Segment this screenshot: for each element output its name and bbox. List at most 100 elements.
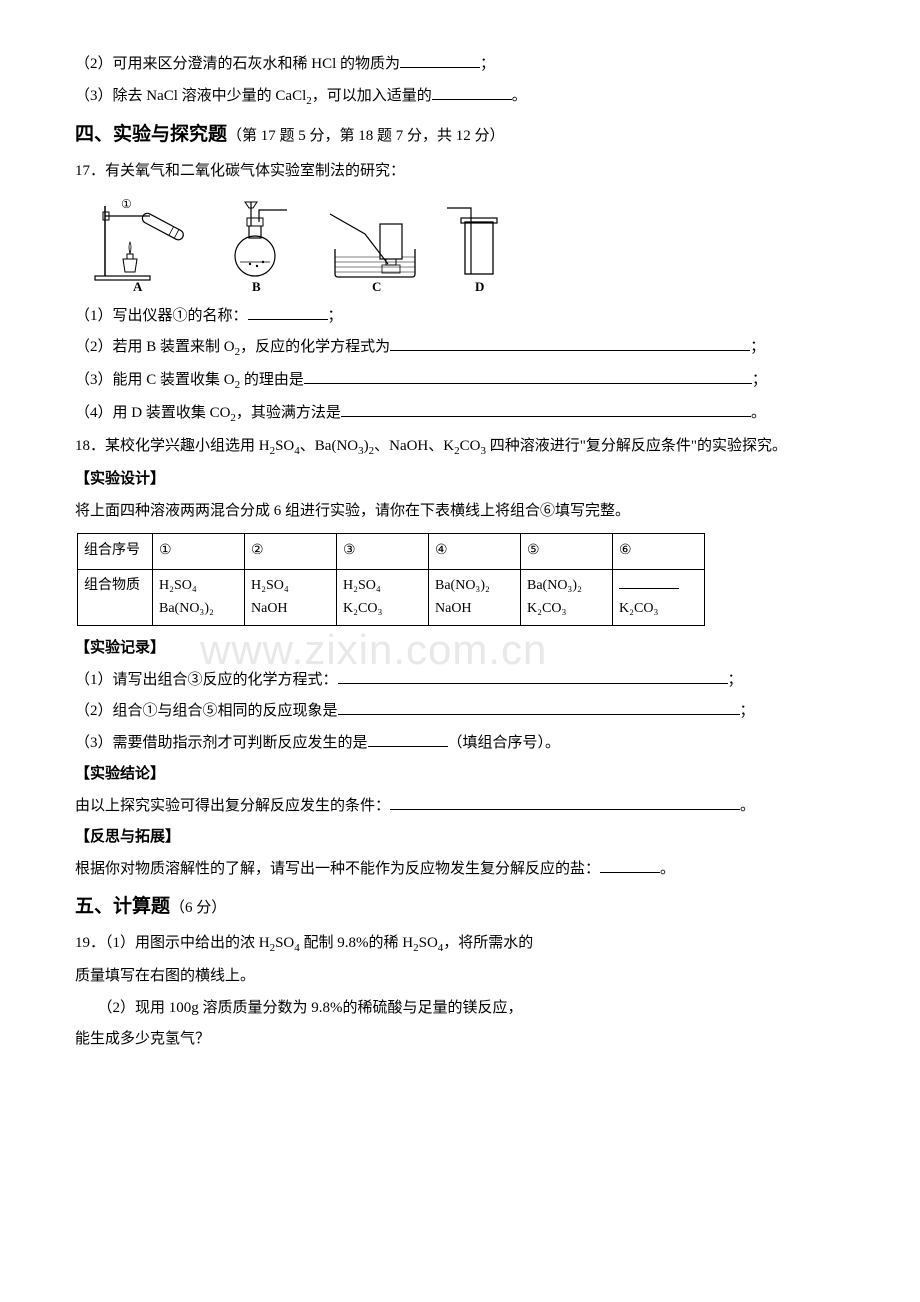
blank [368, 733, 448, 747]
period: 。 [740, 798, 755, 814]
text: 19．（1）用图示中给出的浓 H [75, 935, 270, 951]
q19-2-line2: 能生成多少克氢气？ [75, 1025, 855, 1054]
q-3-text: （3）除去 NaCl 溶液中少量的 CaCl [75, 88, 306, 104]
table-cell: H₂SO₄Ba(NO₃)₂ [153, 569, 245, 626]
table-cell: 组合物质 [78, 569, 153, 626]
semicolon: ； [728, 672, 743, 688]
q-2-line: （2）可用来区分澄清的石灰水和稀 HCl 的物质为 ； [75, 50, 855, 79]
table-cell: ① [153, 534, 245, 570]
table-row: 组合物质 H₂SO₄Ba(NO₃)₂ H₂SO₄NaOH H₂SO₄K₂CO₃ … [78, 569, 705, 626]
text: 根据你对物质溶解性的了解，请写出一种不能作为反应物发生复分解反应的盐： [75, 861, 600, 877]
q17-1-pre: （1）写出仪器①的名称： [75, 308, 248, 324]
exp-design-title: 【实验设计】 [75, 465, 855, 494]
q17-4: （4）用 D 装置收集 CO2，其验满方法是。 [75, 399, 855, 429]
semicolon: ； [480, 56, 495, 72]
q17-3: （3）能用 C 装置收集 O2 的理由是； [75, 366, 855, 396]
t: CO [460, 438, 481, 454]
q17-1: （1）写出仪器①的名称： ； [75, 302, 855, 331]
table-cell: Ba(NO₃)₂K₂CO₃ [521, 569, 613, 626]
exp-rec-3: （3）需要借助指示剂才可判断反应发生的是 （填组合序号）。 [75, 729, 855, 758]
blank [390, 337, 750, 351]
period: 。 [660, 861, 675, 877]
section-4-note: （第 17 题 5 分，第 18 题 7 分，共 12 分） [227, 128, 505, 144]
q17-3-pre: （3）能用 C 装置收集 O [75, 372, 235, 388]
blank [400, 54, 480, 68]
text: （1）请写出组合③反应的化学方程式： [75, 672, 338, 688]
blank [341, 403, 751, 417]
table-cell: K₂CO₃ [613, 569, 705, 626]
q-3-line: （3）除去 NaCl 溶液中少量的 CaCl2，可以加入适量的。 [75, 82, 855, 112]
q17-3-mid: 的理由是 [240, 372, 304, 388]
period: 。 [512, 88, 527, 104]
table-cell: ⑥ [613, 534, 705, 570]
apparatus-d: D [447, 208, 497, 294]
blank [390, 796, 740, 810]
table-header-row: 组合序号 ① ② ③ ④ ⑤ ⑥ [78, 534, 705, 570]
section-4-header: 四、实验与探究题（第 17 题 5 分，第 18 题 7 分，共 12 分） [75, 117, 855, 153]
table-cell: ③ [337, 534, 429, 570]
reflect: 根据你对物质溶解性的了解，请写出一种不能作为反应物发生复分解反应的盐： 。 [75, 855, 855, 884]
q17-4-pre: （4）用 D 装置收集 CO [75, 405, 230, 421]
svg-text:C: C [372, 279, 381, 294]
q17-intro: 17．有关氧气和二氧化碳气体实验室制法的研究： [75, 157, 855, 186]
q17-4-mid: ，其验满方法是 [236, 405, 341, 421]
table-cell: ② [245, 534, 337, 570]
section-4-title: 四、实验与探究题 [75, 124, 227, 145]
blank [432, 86, 512, 100]
text: （2）组合①与组合⑤相同的反应现象是 [75, 703, 338, 719]
apparatus-c: C [330, 214, 415, 294]
q17-2: （2）若用 B 装置来制 O2，反应的化学方程式为； [75, 333, 855, 363]
table-cell: ④ [429, 534, 521, 570]
blank [338, 701, 740, 715]
t: 、NaOH、K [374, 438, 454, 454]
section-5-title: 五、计算题 [75, 896, 170, 917]
apparatus-b: B [235, 202, 287, 294]
text: （填组合序号）。 [448, 735, 561, 751]
t: 、Ba(NO [300, 438, 358, 454]
reflect-title: 【反思与拓展】 [75, 823, 855, 852]
semicolon: ； [752, 372, 767, 388]
blank [248, 306, 328, 320]
t: ，将所需水的 [443, 935, 533, 951]
t: SO [275, 935, 294, 951]
exp-record-title: 【实验记录】 [75, 634, 855, 663]
q17-2-mid: ，反应的化学方程式为 [240, 339, 390, 355]
combination-table: 组合序号 ① ② ③ ④ ⑤ ⑥ 组合物质 H₂SO₄Ba(NO₃)₂ H₂SO… [77, 533, 705, 626]
section-5-header: 五、计算题（6 分） [75, 889, 855, 925]
q-3-mid: ，可以加入适量的 [312, 88, 432, 104]
exp-design-text: 将上面四种溶液两两混合分成 6 组进行实验，请你在下表横线上将组合⑥填写完整。 [75, 497, 855, 526]
exp-conclusion-title: 【实验结论】 [75, 760, 855, 789]
blank [304, 370, 752, 384]
q19-1-line2: 质量填写在右图的横线上。 [75, 962, 855, 991]
q19-1: 19．（1）用图示中给出的浓 H2SO4 配制 9.8%的稀 H2SO4，将所需… [75, 929, 855, 959]
exp-conclusion: 由以上探究实验可得出复分解反应发生的条件：。 [75, 792, 855, 821]
q18-pre: 18．某校化学兴趣小组选用 H [75, 438, 270, 454]
svg-text:A: A [133, 279, 143, 294]
q18-intro: 18．某校化学兴趣小组选用 H2SO4、Ba(NO3)2、NaOH、K2CO3 … [75, 432, 855, 462]
svg-text:①: ① [121, 197, 132, 211]
blank [338, 670, 728, 684]
table-cell: ⑤ [521, 534, 613, 570]
semicolon: ； [740, 703, 755, 719]
q19-2: （2）现用 100g 溶质质量分数为 9.8%的稀硫酸与足量的镁反应， [75, 994, 855, 1023]
blank [619, 575, 679, 589]
q17-2-pre: （2）若用 B 装置来制 O [75, 339, 235, 355]
blank [600, 859, 660, 873]
exp-rec-2: （2）组合①与组合⑤相同的反应现象是 ； [75, 697, 855, 726]
table-cell: Ba(NO₃)₂NaOH [429, 569, 521, 626]
svg-text:D: D [475, 279, 484, 294]
table-cell: 组合序号 [78, 534, 153, 570]
q-2-text: （2）可用来区分澄清的石灰水和稀 HCl 的物质为 [75, 56, 400, 72]
t: 配制 9.8%的稀 H [300, 935, 413, 951]
semicolon: ； [750, 339, 765, 355]
exp-rec-1: （1）请写出组合③反应的化学方程式： ； [75, 666, 855, 695]
table-cell: H₂SO₄NaOH [245, 569, 337, 626]
svg-text:B: B [252, 279, 261, 294]
semicolon: ； [328, 308, 343, 324]
text: （3）需要借助指示剂才可判断反应发生的是 [75, 735, 368, 751]
t: SO [419, 935, 438, 951]
section-5-note: （6 分） [170, 900, 226, 916]
period: 。 [751, 405, 766, 421]
apparatus-a: ① A [95, 197, 185, 294]
apparatus-diagram: ① A B [75, 194, 855, 294]
